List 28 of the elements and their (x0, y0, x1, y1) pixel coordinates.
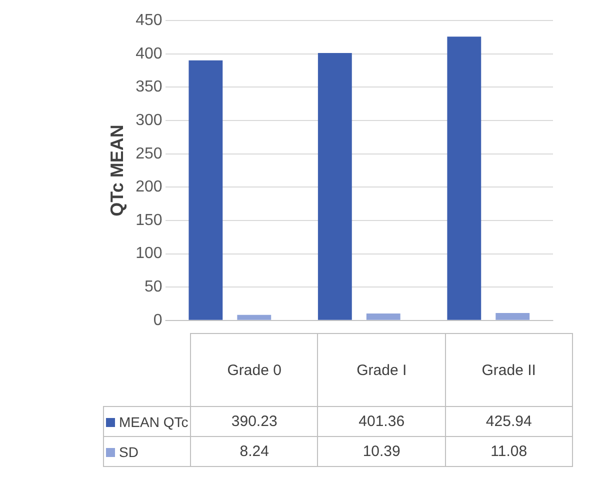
x-tick-label: Grade II (445, 334, 572, 406)
data-label: 8.24 (190, 436, 318, 466)
y-axis-title: QTc MEAN (106, 124, 127, 216)
bar (188, 60, 223, 320)
y-tick-label: 400 (136, 45, 162, 62)
x-tick-label: Grade I (318, 334, 446, 406)
x-tick-label: Grade 0 (190, 334, 318, 406)
bar (496, 313, 530, 320)
data-label: 11.08 (445, 436, 572, 466)
data-label: 401.36 (318, 406, 446, 436)
bar (237, 314, 272, 320)
bar (366, 313, 400, 320)
data-label: 425.94 (445, 406, 572, 436)
y-tick-label: 350 (136, 78, 162, 96)
y-tick-label: 200 (136, 178, 162, 196)
y-tick-label: 250 (136, 145, 162, 162)
y-tick-label: 450 (136, 12, 162, 30)
bar (318, 53, 352, 320)
y-tick-label: 0 (153, 312, 162, 329)
y-tick-label: 300 (136, 112, 162, 129)
legend-label: SD (104, 436, 191, 466)
data-label: 10.39 (318, 436, 446, 466)
bar (447, 36, 482, 320)
legend-label: MEAN QTc (104, 406, 191, 436)
y-tick-label: 100 (136, 245, 162, 262)
y-tick-label: 50 (144, 278, 162, 296)
y-tick-label: 150 (136, 212, 162, 229)
data-label: 390.23 (190, 406, 318, 436)
